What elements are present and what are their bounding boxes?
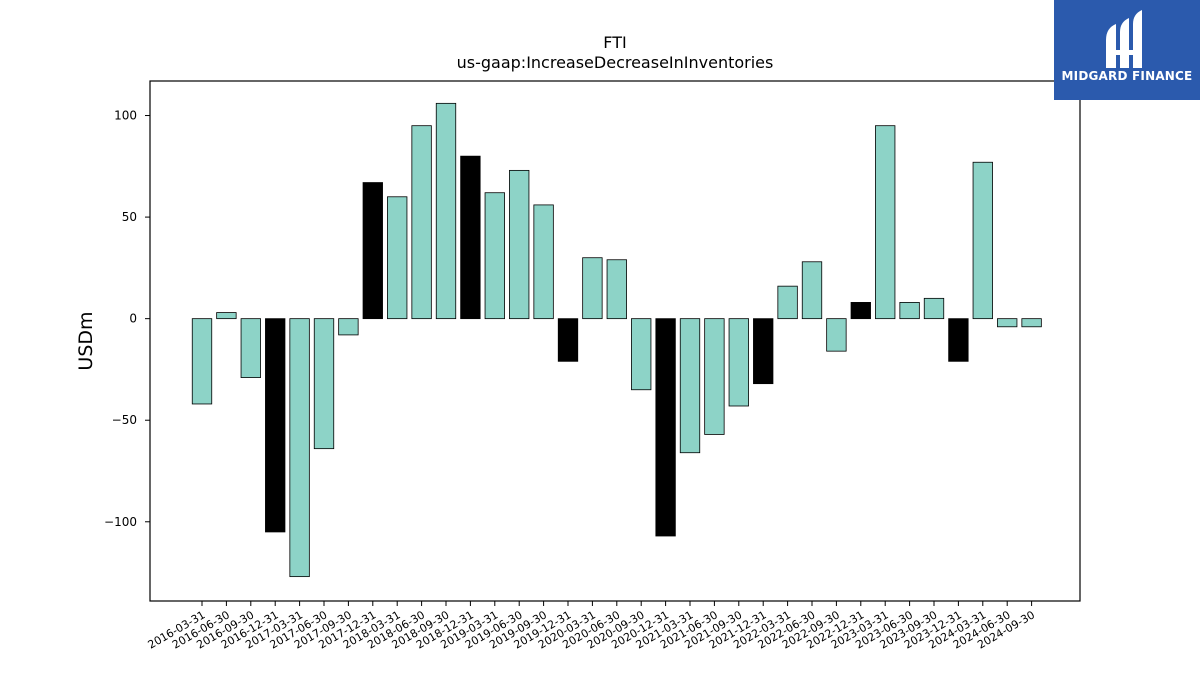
brand-logo: MIDGARD FINANCE bbox=[1054, 0, 1200, 100]
bar-2021-06-30 bbox=[704, 318, 725, 435]
chart-title: FTI bbox=[603, 33, 626, 52]
bar-2022-09-30 bbox=[826, 318, 847, 352]
y-tick-label: 100 bbox=[114, 109, 137, 123]
bar-2017-12-31 bbox=[362, 182, 383, 320]
bar-2019-09-30 bbox=[533, 204, 554, 320]
bar-2016-12-31 bbox=[265, 318, 286, 533]
bar-2018-03-31 bbox=[387, 196, 408, 320]
bar-2020-09-30 bbox=[631, 318, 652, 391]
y-axis-label: USDm bbox=[75, 311, 97, 370]
bar-2018-09-30 bbox=[435, 102, 457, 320]
bar-2020-12-31 bbox=[655, 318, 676, 537]
bar-2022-12-31 bbox=[850, 302, 871, 320]
bar-2022-06-30 bbox=[801, 261, 823, 320]
bar-2021-03-31 bbox=[679, 318, 701, 454]
midgard-logo-icon bbox=[1106, 10, 1142, 68]
y-tick-label: −50 bbox=[112, 413, 137, 427]
bar-2018-06-30 bbox=[411, 125, 432, 320]
bar-2023-09-30 bbox=[923, 297, 945, 320]
y-tick-label: 0 bbox=[129, 312, 137, 326]
bar-2023-03-31 bbox=[875, 125, 896, 320]
bar-2019-03-31 bbox=[484, 192, 505, 320]
bar-2022-03-31 bbox=[777, 285, 798, 320]
bars-group bbox=[191, 102, 1042, 578]
bar-2020-03-31 bbox=[582, 257, 603, 320]
bar-2019-12-31 bbox=[557, 318, 579, 362]
plot-frame bbox=[149, 80, 1081, 602]
bar-2018-12-31 bbox=[460, 155, 481, 320]
bar-2021-09-30 bbox=[728, 318, 749, 407]
bar-2017-06-30 bbox=[313, 318, 335, 450]
bar-2020-06-30 bbox=[606, 259, 627, 320]
bar-2024-03-31 bbox=[972, 161, 993, 320]
y-tick-label: 50 bbox=[122, 210, 137, 224]
bar-2023-12-31 bbox=[948, 318, 969, 362]
y-tick-label: −100 bbox=[104, 515, 137, 529]
bar-2023-06-30 bbox=[899, 302, 920, 320]
bar-2016-06-30 bbox=[216, 312, 237, 320]
bar-2017-09-30 bbox=[338, 318, 359, 336]
bar-2024-06-30 bbox=[997, 318, 1018, 328]
bar-2016-03-31 bbox=[191, 318, 213, 405]
bar-2017-03-31 bbox=[289, 318, 310, 578]
bar-2024-09-30 bbox=[1021, 318, 1042, 328]
bar-2021-12-31 bbox=[753, 318, 774, 385]
x-axis: 2016-03-312016-06-302016-09-302016-12-31… bbox=[146, 601, 1037, 652]
bar-2016-09-30 bbox=[240, 318, 261, 378]
bar-2019-06-30 bbox=[509, 169, 530, 320]
brand-name: MIDGARD FINANCE bbox=[1061, 69, 1193, 83]
chart-subtitle: us-gaap:IncreaseDecreaseInInventories bbox=[457, 53, 774, 72]
y-axis: 100 50 0 −50 −100 bbox=[104, 109, 150, 529]
